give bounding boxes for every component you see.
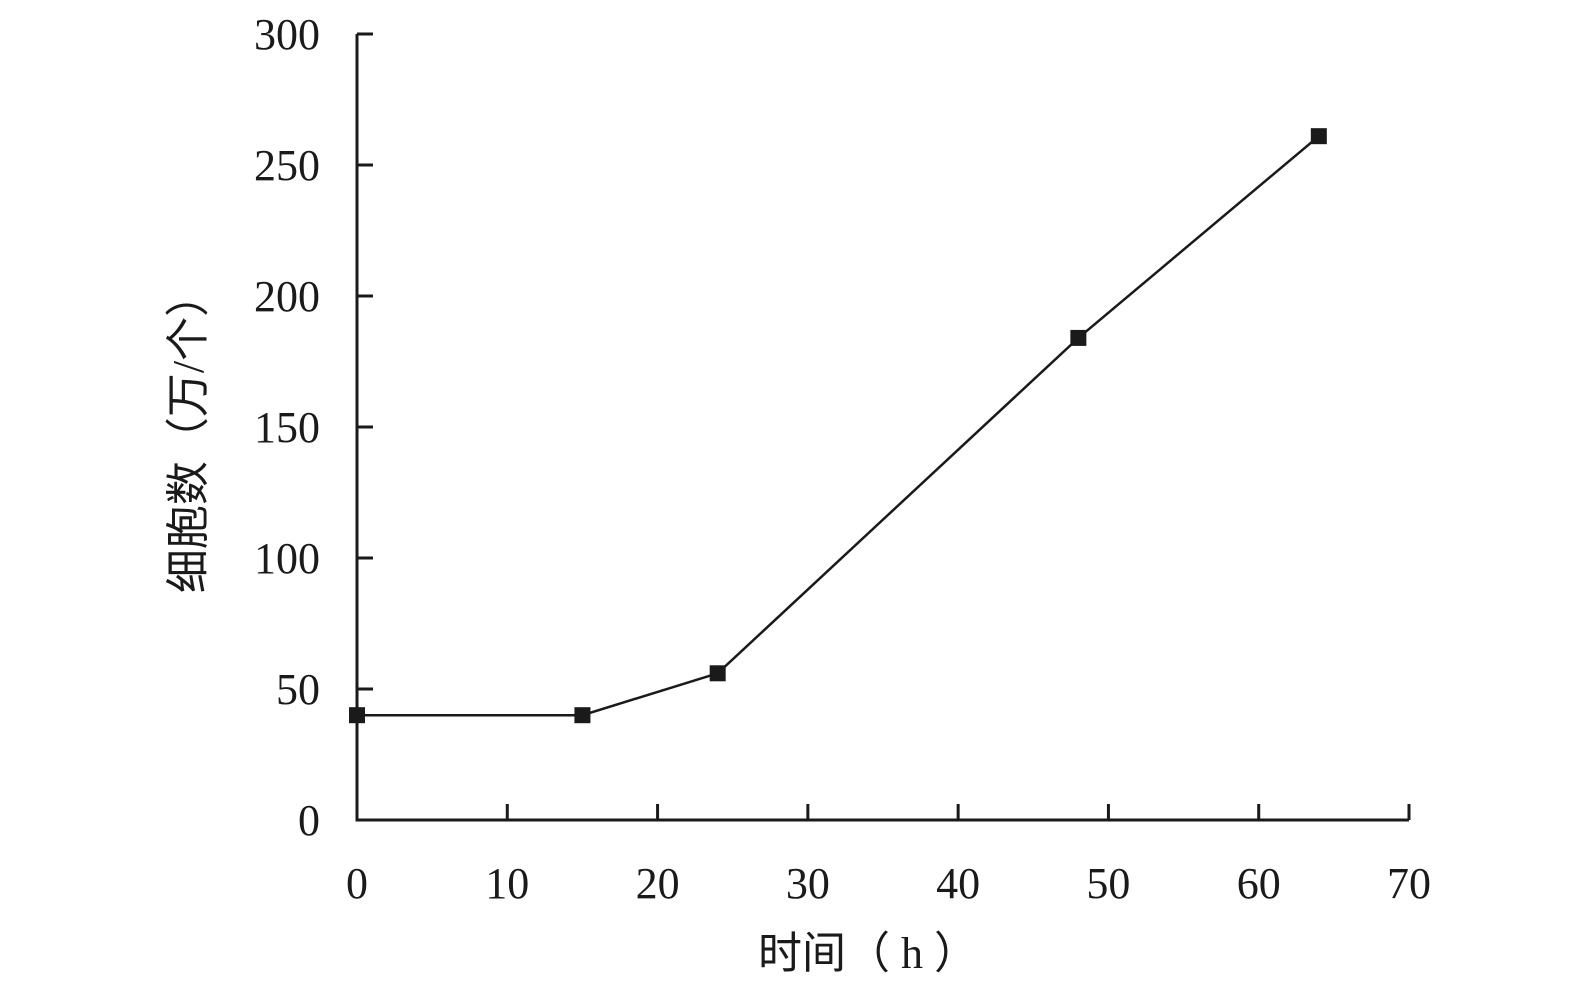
x-tick-label: 60 — [1237, 859, 1281, 908]
y-tick-label: 50 — [276, 665, 320, 714]
data-point — [349, 707, 365, 724]
y-tick-label: 200 — [254, 272, 320, 321]
x-tick-label: 40 — [936, 859, 980, 908]
y-tick-label: 100 — [254, 534, 320, 583]
y-tick-label: 150 — [254, 403, 320, 452]
x-tick-label: 70 — [1387, 859, 1431, 908]
y-tick-label: 300 — [254, 10, 320, 59]
data-point — [574, 707, 591, 724]
data-point — [709, 665, 726, 682]
x-tick-label: 20 — [636, 859, 680, 908]
x-tick-label: 10 — [485, 859, 529, 908]
y-axis-title: 细胞数（万/个） — [164, 273, 213, 593]
series-line — [357, 135, 1320, 717]
y-tick-label: 250 — [254, 141, 320, 190]
y-tick-label: 0 — [298, 796, 320, 845]
series-layer — [349, 128, 1327, 724]
data-point — [1310, 128, 1327, 145]
x-tick-label: 50 — [1086, 859, 1130, 908]
x-axis-title: 时间（ h ） — [758, 929, 978, 978]
x-tick-label: 0 — [346, 859, 368, 908]
data-point — [1070, 329, 1087, 346]
x-tick-label: 30 — [786, 859, 830, 908]
axes: 0 50 100 150 200 250 300 0 10 20 30 40 50 60 70 — [254, 10, 1431, 908]
